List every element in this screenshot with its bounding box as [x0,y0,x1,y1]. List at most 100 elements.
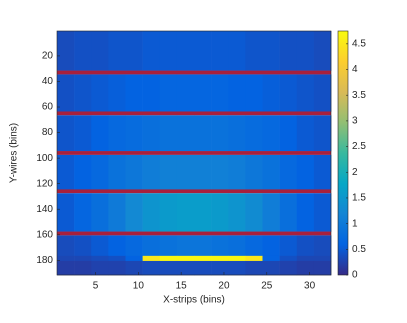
x-tick-label: 5 [93,281,99,292]
y-tick-label: 20 [42,51,54,62]
colorbar-tick-label: 4 [352,64,358,75]
heatmap-cell [125,193,143,232]
heatmap-cell [211,31,229,71]
x-tick-label: 15 [176,281,188,292]
heatmap-cell [313,235,332,257]
heatmap-cell [91,260,109,276]
heatmap-cell [108,255,126,262]
x-tick-label: 25 [261,281,273,292]
heatmap-cell [176,115,195,152]
heatmap-cell [142,74,161,112]
heatmap-cell [296,193,315,232]
colorbar-tick-label: 2 [352,167,358,178]
colorbar-tick-label: 2.5 [352,141,366,152]
heatmap-cell [296,115,315,152]
heatmap-cell [74,115,92,152]
heatmap-cell [228,260,246,276]
heatmap-cell [108,115,126,152]
heatmap-cell [262,260,280,276]
heatmap-cell [159,260,178,276]
heatmap-cell [194,115,212,152]
heatmap-cell [176,154,195,190]
heatmap-cell [108,74,126,112]
heatmap-cell [142,154,161,190]
heatmap-cell [245,235,263,257]
heatmap-cell [296,235,315,257]
heatmap-cell [245,74,263,112]
heatmap-cell [228,31,246,71]
heatmap-cell [108,154,126,190]
heatmap-cell [176,193,195,232]
y-tick-label: 180 [36,255,53,266]
heatmap-cell [159,193,178,232]
heatmap-cell [211,115,229,152]
heatmap-cell [279,154,298,190]
heatmap-cell [176,260,195,276]
x-tick-label: 10 [133,281,145,292]
heatmap-cell [279,74,298,112]
heatmap-cell [74,74,92,112]
masked-row [57,151,331,155]
heatmap-cell [296,31,315,71]
heatmap-cell [194,260,212,276]
heatmap-cell [176,235,195,257]
y-tick-label: 120 [36,178,53,189]
heatmap-cell [176,74,195,112]
heatmap-cell [313,74,332,112]
heatmap-cell [125,31,143,71]
heatmap-cell [228,255,246,262]
heatmap-cell [74,154,92,190]
y-tick-label: 40 [42,76,54,87]
heatmap-cell [74,255,92,262]
heatmap-cell [245,31,263,71]
heatmap-cell [125,115,143,152]
heatmap-cell [245,260,263,276]
heatmap-cell [211,193,229,232]
heatmap-cell [142,115,161,152]
plot-frame [56,30,332,276]
heatmap-cell [108,31,126,71]
heatmap-cell [245,154,263,190]
heatmap-cell [142,255,161,262]
heatmap-cell [57,154,75,190]
heatmap-cell [262,115,280,152]
heatmap-cell [279,255,298,262]
heatmap-cell [108,235,126,257]
heatmap-cell [176,255,195,262]
heatmap-cell [57,31,75,71]
heatmap-cell [279,235,298,257]
heatmap-cell [142,193,161,232]
heatmap-cell [228,235,246,257]
heatmap-cell [57,260,75,276]
heatmap-cell [211,260,229,276]
heatmap-cell [91,235,109,257]
y-tick-label: 140 [36,204,53,215]
heatmap-cell [125,154,143,190]
x-axis-label: X-strips (bins) [163,295,225,306]
heatmap-cell [159,235,178,257]
heatmap-cell [142,235,161,257]
heatmap-cell [279,193,298,232]
heatmap-cell [313,115,332,152]
colorbar-tick-label: 3 [352,116,358,127]
heatmap-cell [211,255,229,262]
heatmap-cell [194,74,212,112]
heatmap-cell [125,74,143,112]
heatmap-cell [57,74,75,112]
heatmap-cell [159,115,178,152]
heatmap [57,31,332,276]
heatmap-cell [194,193,212,232]
heatmap-cell [245,193,263,232]
heatmap-cell [125,255,143,262]
heatmap-cell [262,154,280,190]
heatmap-cell [125,260,143,276]
heatmap-cell [108,193,126,232]
y-tick-label: 80 [42,127,54,138]
heatmap-cell [296,260,315,276]
heatmap-cell [279,31,298,71]
colorbar-tick-label: 3.5 [352,90,366,101]
masked-row [57,111,331,116]
colorbar-tick-label: 0 [352,270,358,281]
heatmap-cell [159,31,178,71]
